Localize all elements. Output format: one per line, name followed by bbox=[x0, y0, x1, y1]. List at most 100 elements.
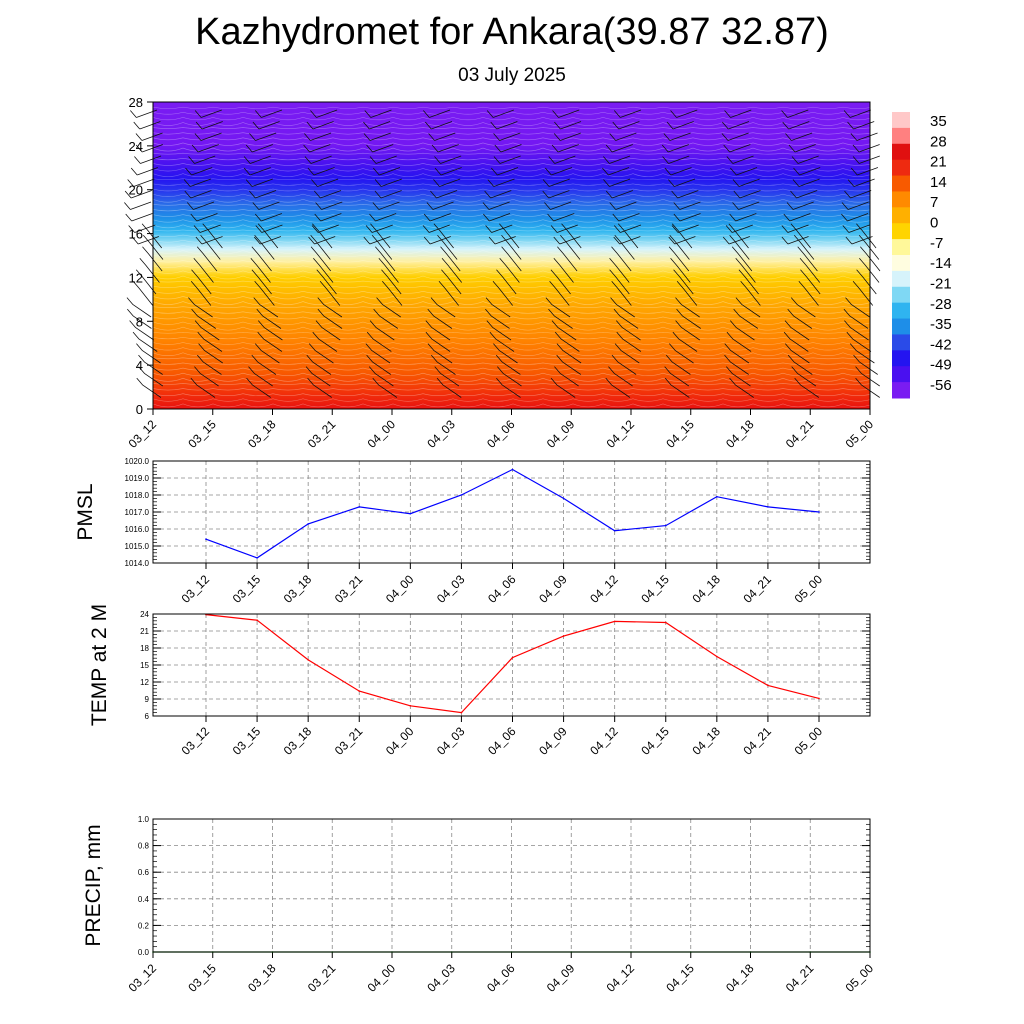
wind-barb bbox=[312, 331, 338, 352]
wind-barb bbox=[131, 236, 160, 245]
wind-barb bbox=[185, 167, 213, 176]
wind-barb bbox=[666, 121, 694, 130]
wind-barb bbox=[612, 213, 640, 222]
wind-barb bbox=[427, 343, 453, 364]
wind-barb bbox=[314, 213, 342, 222]
wind-barb bbox=[484, 190, 512, 199]
colorbar-segment bbox=[892, 239, 910, 256]
wind-barb bbox=[847, 121, 875, 130]
wind-barb bbox=[501, 246, 522, 272]
wind-barb bbox=[799, 258, 821, 283]
y-tick-label: 0 bbox=[136, 402, 143, 417]
wind-barb bbox=[785, 132, 813, 141]
x-tick-label: 04_12 bbox=[587, 724, 621, 758]
y-tick-label: 1020.0 bbox=[125, 457, 150, 466]
wind-barb bbox=[797, 246, 818, 272]
wind-barb bbox=[366, 331, 392, 352]
contour-line bbox=[152, 183, 874, 186]
wind-barb bbox=[724, 343, 750, 364]
x-tick-label: 04_09 bbox=[536, 572, 570, 606]
y-tick-label: 15 bbox=[140, 661, 149, 670]
wind-barb bbox=[249, 132, 277, 141]
wind-barb bbox=[841, 201, 869, 210]
data-point bbox=[767, 684, 769, 687]
x-tick-label: 03_21 bbox=[305, 961, 339, 995]
wind-barb bbox=[545, 297, 571, 318]
wind-barb bbox=[249, 190, 277, 199]
heatmap-panel: 0 4 8 12 16 20 24 28 03_12 03_15 03_18 03_21 04_00 04… bbox=[124, 95, 881, 451]
wind-barb bbox=[372, 377, 398, 398]
wind-barb bbox=[551, 320, 577, 341]
wind-barb bbox=[726, 155, 754, 164]
wind-barb bbox=[317, 297, 343, 318]
x-tick-label: 04_06 bbox=[485, 724, 519, 758]
wind-barb bbox=[668, 236, 696, 245]
wind-barb bbox=[312, 223, 333, 249]
wind-barb bbox=[675, 320, 700, 341]
wind-barb bbox=[740, 281, 761, 306]
wind-barb bbox=[256, 308, 282, 329]
wind-barb bbox=[676, 308, 701, 329]
wind-barb bbox=[550, 377, 576, 398]
x-tick-label: 04_12 bbox=[604, 961, 638, 995]
contour-line bbox=[152, 122, 874, 126]
wind-barb bbox=[127, 308, 152, 329]
data-point bbox=[716, 655, 718, 658]
wind-barb bbox=[190, 213, 218, 222]
wind-barb bbox=[254, 109, 283, 118]
wind-barb bbox=[368, 366, 394, 387]
wind-barb bbox=[661, 144, 690, 153]
wind-barb bbox=[194, 109, 222, 118]
wind-barb bbox=[724, 354, 749, 375]
wind-barb bbox=[787, 354, 813, 375]
x-tick-label: 04_03 bbox=[424, 417, 458, 451]
wind-barb bbox=[841, 213, 869, 222]
x-tick-label: 03_21 bbox=[332, 572, 366, 606]
wind-barb bbox=[548, 155, 576, 164]
wind-barb bbox=[494, 144, 522, 153]
contour-line bbox=[152, 331, 874, 334]
data-point bbox=[307, 523, 309, 525]
wind-barb bbox=[424, 121, 453, 130]
wind-barb bbox=[672, 331, 698, 352]
y-tick-label: 12 bbox=[129, 270, 143, 285]
wind-barb bbox=[609, 269, 630, 295]
wind-barb bbox=[251, 246, 272, 272]
data-point bbox=[358, 506, 361, 508]
wind-barb bbox=[783, 331, 809, 352]
x-tick-label: 03_15 bbox=[185, 417, 219, 451]
wind-barb bbox=[554, 121, 582, 130]
wind-barb bbox=[671, 224, 699, 233]
wind-barb bbox=[190, 377, 216, 398]
contour-line bbox=[152, 188, 874, 192]
wind-barb bbox=[254, 213, 283, 222]
wind-barb bbox=[852, 144, 880, 153]
wind-barb bbox=[369, 320, 395, 341]
wind-barb bbox=[370, 223, 391, 249]
wind-barb bbox=[436, 377, 462, 398]
x-tick-label: 04_15 bbox=[663, 417, 697, 451]
wind-barb bbox=[722, 236, 750, 245]
contour-line bbox=[152, 152, 874, 155]
wind-barb bbox=[730, 167, 758, 176]
wind-barb bbox=[254, 281, 275, 306]
wind-barb bbox=[366, 354, 392, 375]
x-tick-label: 03_12 bbox=[179, 572, 213, 606]
wind-barb bbox=[549, 281, 570, 306]
contour-line bbox=[152, 137, 874, 141]
contour-line bbox=[152, 178, 874, 181]
contour-line bbox=[152, 147, 874, 152]
contour-line bbox=[152, 142, 874, 146]
y-axis-label: PRECIP, mm bbox=[82, 824, 105, 946]
contour-line bbox=[152, 352, 874, 357]
wind-barb bbox=[728, 223, 749, 249]
wind-barb bbox=[609, 258, 630, 283]
wind-barb bbox=[184, 190, 212, 199]
wind-barb bbox=[668, 246, 690, 272]
colorbar-segment bbox=[892, 366, 910, 383]
chart-subtitle: 03 July 2025 bbox=[458, 65, 566, 86]
y-tick-label: 20 bbox=[129, 183, 143, 198]
wind-barb bbox=[729, 213, 757, 222]
wind-barb bbox=[305, 366, 331, 387]
